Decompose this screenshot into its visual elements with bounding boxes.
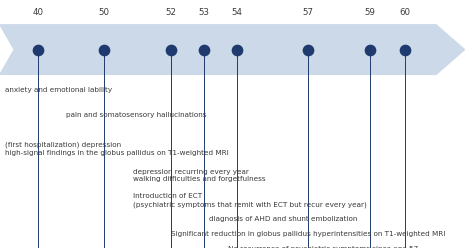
Text: 50: 50 bbox=[99, 8, 110, 17]
Point bbox=[200, 48, 208, 52]
Text: 53: 53 bbox=[198, 8, 210, 17]
Text: pain and somatosensory hallucinations: pain and somatosensory hallucinations bbox=[66, 112, 207, 118]
Text: diagnosis of AHD and shunt embolization: diagnosis of AHD and shunt embolization bbox=[209, 216, 357, 222]
Polygon shape bbox=[0, 25, 465, 74]
Text: 40: 40 bbox=[32, 8, 44, 17]
Text: 54: 54 bbox=[231, 8, 243, 17]
Text: (first hospitalization) depression
high-signal findings in the globus pallidus o: (first hospitalization) depression high-… bbox=[5, 141, 228, 155]
Point bbox=[34, 48, 42, 52]
Point bbox=[100, 48, 108, 52]
Point bbox=[167, 48, 174, 52]
Text: depression recurring every year
walking difficulties and forgetfulness: depression recurring every year walking … bbox=[133, 169, 265, 182]
Text: Introduction of ECT
(psychiatric symptoms that remit with ECT but recur every ye: Introduction of ECT (psychiatric symptom… bbox=[133, 193, 366, 208]
Text: 59: 59 bbox=[365, 8, 375, 17]
Point bbox=[304, 48, 312, 52]
Point bbox=[401, 48, 409, 52]
Text: anxiety and emotional lability: anxiety and emotional lability bbox=[5, 87, 112, 93]
Point bbox=[366, 48, 374, 52]
Text: Significant reduction in globus pallidus hyperintensities on T1-weighted MRI: Significant reduction in globus pallidus… bbox=[171, 231, 445, 237]
Text: 60: 60 bbox=[400, 8, 411, 17]
Text: No recurrence of psychiatric symptoms since age 57: No recurrence of psychiatric symptoms si… bbox=[228, 246, 418, 248]
Text: 52: 52 bbox=[165, 8, 176, 17]
Text: 57: 57 bbox=[302, 8, 314, 17]
Point bbox=[233, 48, 241, 52]
